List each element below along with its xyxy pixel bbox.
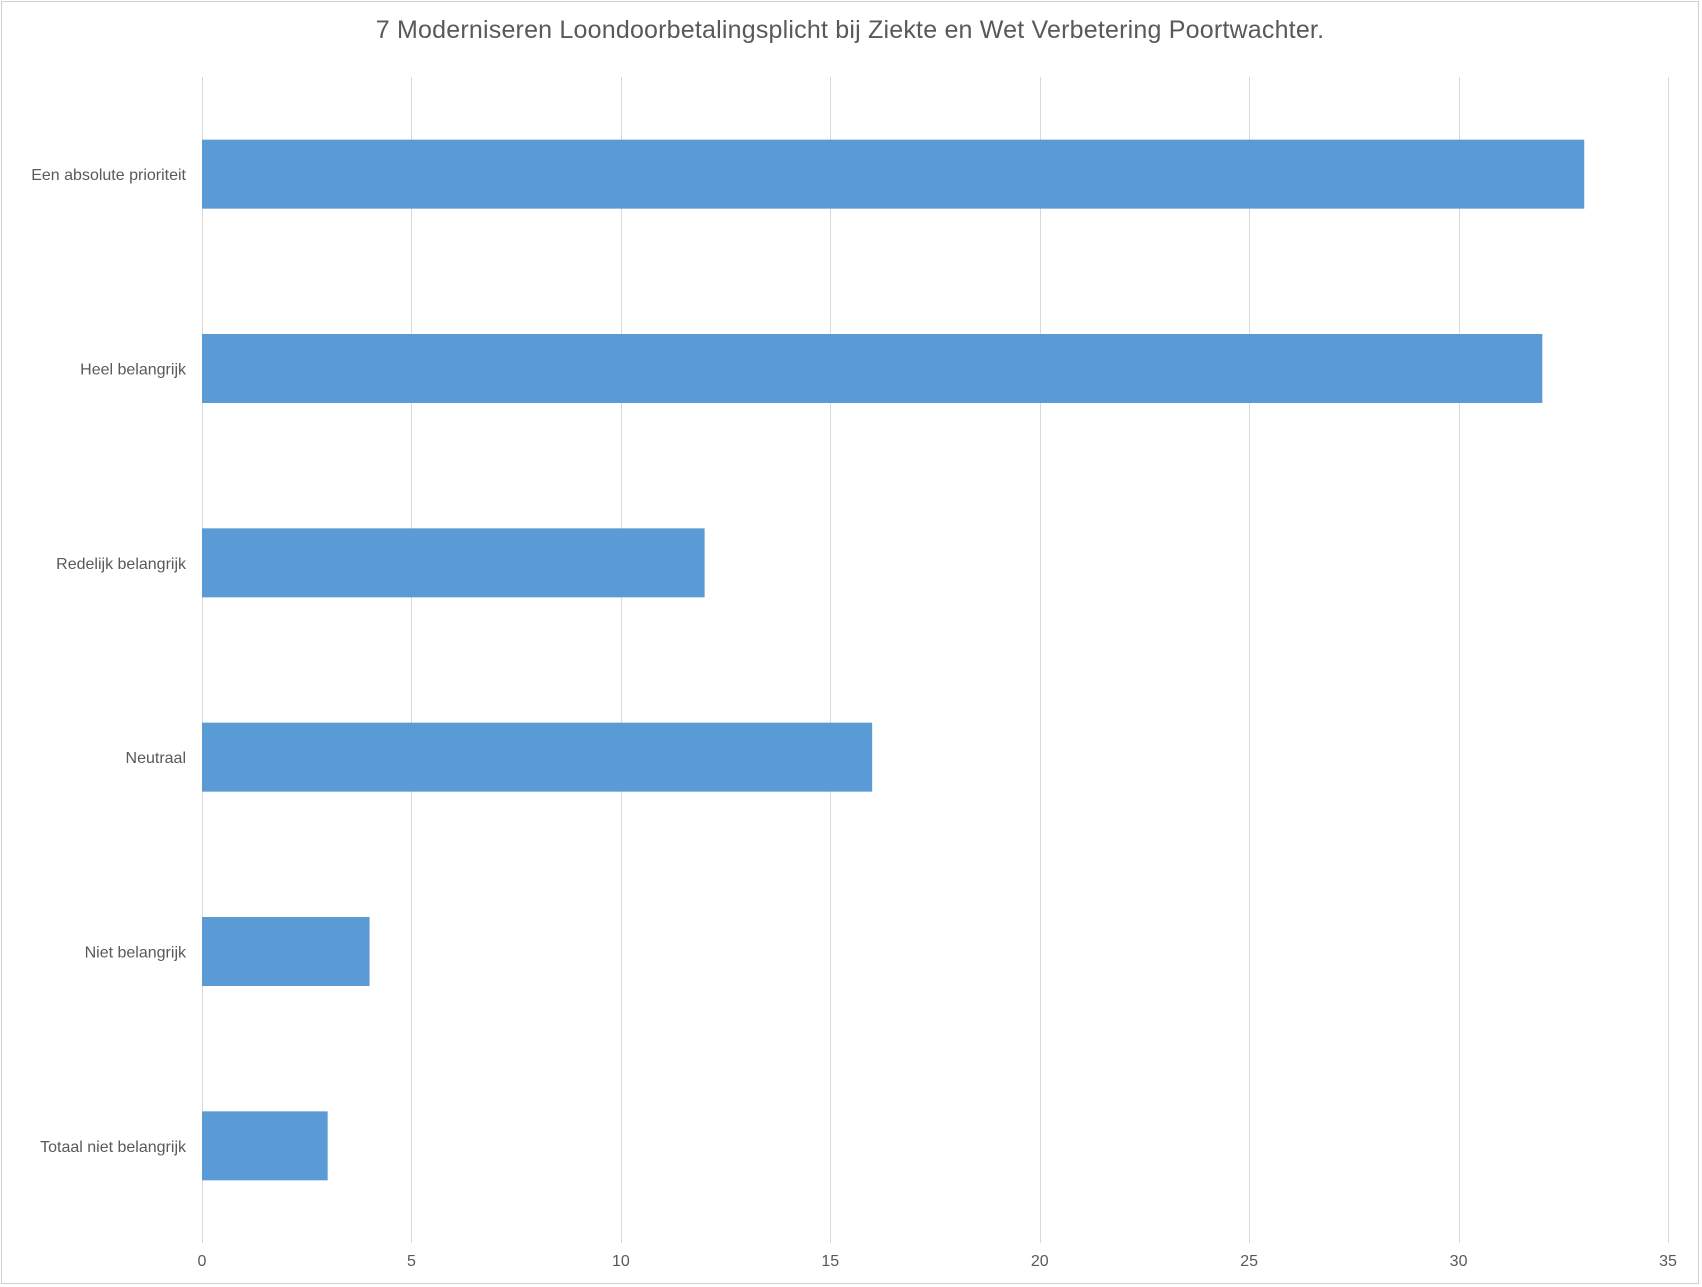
x-tick-label-30: 30: [1450, 1253, 1468, 1270]
x-tick-label-25: 25: [1240, 1253, 1258, 1270]
bar-1: [202, 139, 1585, 209]
chart-title: 7 Moderniseren Loondoorbetalingsplicht b…: [375, 16, 1325, 44]
bar-5: [202, 917, 370, 986]
x-tick-label-10: 10: [612, 1253, 630, 1270]
x-tick-label-15: 15: [821, 1253, 839, 1270]
bars: [202, 139, 1585, 1181]
bar-4: [202, 722, 873, 792]
bar-3: [202, 528, 705, 598]
x-tick-label-20: 20: [1031, 1253, 1049, 1270]
tick-labels: 0 5 10 15 20 25 30 35: [198, 1253, 1677, 1270]
gridlines: [202, 77, 1669, 1243]
x-tick-label-0: 0: [198, 1253, 207, 1270]
category-label-4: Neutraal: [126, 750, 186, 767]
category-label-6: Totaal niet belangrijk: [40, 1139, 187, 1156]
category-label-2: Heel belangrijk: [80, 362, 187, 379]
category-label-1: Een absolute prioriteit: [31, 167, 186, 184]
category-label-3: Redelijk belangrijk: [56, 556, 187, 573]
x-tick-label-35: 35: [1659, 1253, 1677, 1270]
category-label-5: Niet belangrijk: [85, 945, 187, 962]
bar-6: [202, 1111, 328, 1181]
bar-2: [202, 334, 1543, 403]
category-labels: Een absolute prioriteit Heel belangrijk Re…: [31, 167, 187, 1156]
x-tick-label-5: 5: [407, 1253, 416, 1270]
